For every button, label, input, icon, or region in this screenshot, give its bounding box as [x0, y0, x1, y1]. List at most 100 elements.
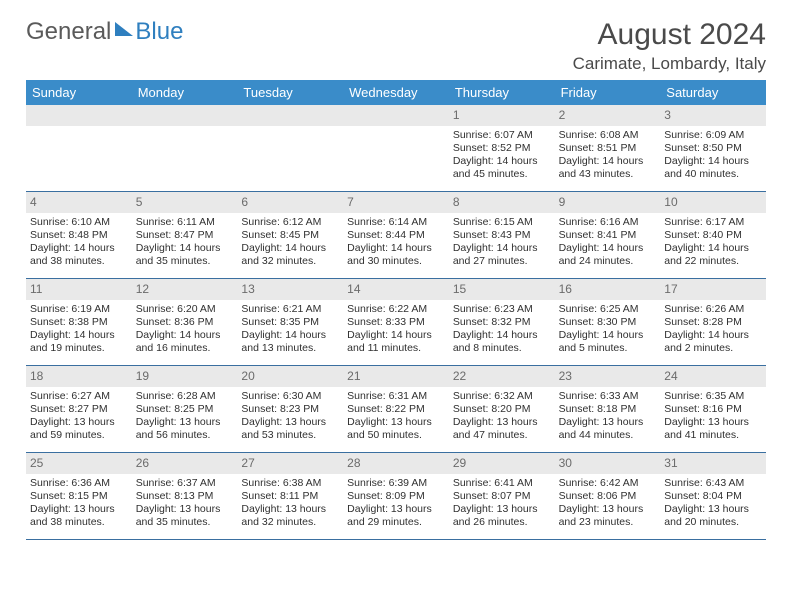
- daylight-text: Daylight: 13 hours and 29 minutes.: [347, 503, 445, 529]
- sunset-text: Sunset: 8:47 PM: [136, 229, 234, 242]
- week-row: 18Sunrise: 6:27 AMSunset: 8:27 PMDayligh…: [26, 366, 766, 453]
- sunset-text: Sunset: 8:45 PM: [241, 229, 339, 242]
- day-number: [343, 105, 449, 126]
- daylight-text: Daylight: 14 hours and 38 minutes.: [30, 242, 128, 268]
- sunset-text: Sunset: 8:48 PM: [30, 229, 128, 242]
- sunrise-text: Sunrise: 6:19 AM: [30, 303, 128, 316]
- sunset-text: Sunset: 8:04 PM: [664, 490, 762, 503]
- day-cell: 21Sunrise: 6:31 AMSunset: 8:22 PMDayligh…: [343, 366, 449, 452]
- daylight-text: Daylight: 14 hours and 8 minutes.: [453, 329, 551, 355]
- day-number: 16: [555, 279, 661, 300]
- day-cell: 20Sunrise: 6:30 AMSunset: 8:23 PMDayligh…: [237, 366, 343, 452]
- weekday-header: Saturday: [660, 80, 766, 105]
- day-cell: 7Sunrise: 6:14 AMSunset: 8:44 PMDaylight…: [343, 192, 449, 278]
- day-number: 30: [555, 453, 661, 474]
- day-number: 31: [660, 453, 766, 474]
- sunset-text: Sunset: 8:13 PM: [136, 490, 234, 503]
- day-cell: 17Sunrise: 6:26 AMSunset: 8:28 PMDayligh…: [660, 279, 766, 365]
- day-cell: 27Sunrise: 6:38 AMSunset: 8:11 PMDayligh…: [237, 453, 343, 539]
- sunrise-text: Sunrise: 6:25 AM: [559, 303, 657, 316]
- location-subtitle: Carimate, Lombardy, Italy: [573, 54, 766, 74]
- daylight-text: Daylight: 14 hours and 19 minutes.: [30, 329, 128, 355]
- daylight-text: Daylight: 13 hours and 47 minutes.: [453, 416, 551, 442]
- week-row: 1 Sunrise: 6:07 AMSunset: 8:52 PMDaylight…: [26, 105, 766, 192]
- day-number: 17: [660, 279, 766, 300]
- page-header: General Blue August 2024 Carimate, Lomba…: [26, 18, 766, 74]
- daylight-text: Daylight: 14 hours and 27 minutes.: [453, 242, 551, 268]
- day-cell: 13Sunrise: 6:21 AMSunset: 8:35 PMDayligh…: [237, 279, 343, 365]
- sunset-text: Sunset: 8:07 PM: [453, 490, 551, 503]
- sunrise-text: Sunrise: 6:15 AM: [453, 216, 551, 229]
- day-cell: [343, 105, 449, 191]
- day-number: 1: [449, 105, 555, 126]
- day-cell: 30Sunrise: 6:42 AMSunset: 8:06 PMDayligh…: [555, 453, 661, 539]
- day-cell: 4 Sunrise: 6:10 AMSunset: 8:48 PMDaylight…: [26, 192, 132, 278]
- sunset-text: Sunset: 8:15 PM: [30, 490, 128, 503]
- weekday-header-row: Sunday Monday Tuesday Wednesday Thursday…: [26, 80, 766, 105]
- daylight-text: Daylight: 14 hours and 30 minutes.: [347, 242, 445, 268]
- daylight-text: Daylight: 13 hours and 41 minutes.: [664, 416, 762, 442]
- day-number: 5: [132, 192, 238, 213]
- sunrise-text: Sunrise: 6:10 AM: [30, 216, 128, 229]
- day-number: 26: [132, 453, 238, 474]
- daylight-text: Daylight: 14 hours and 45 minutes.: [453, 155, 551, 181]
- weekday-header: Wednesday: [343, 80, 449, 105]
- day-cell: 22Sunrise: 6:32 AMSunset: 8:20 PMDayligh…: [449, 366, 555, 452]
- sunset-text: Sunset: 8:20 PM: [453, 403, 551, 416]
- day-number: 7: [343, 192, 449, 213]
- daylight-text: Daylight: 13 hours and 38 minutes.: [30, 503, 128, 529]
- sunset-text: Sunset: 8:50 PM: [664, 142, 762, 155]
- sunset-text: Sunset: 8:32 PM: [453, 316, 551, 329]
- day-cell: [132, 105, 238, 191]
- daylight-text: Daylight: 14 hours and 24 minutes.: [559, 242, 657, 268]
- daylight-text: Daylight: 13 hours and 53 minutes.: [241, 416, 339, 442]
- sunrise-text: Sunrise: 6:33 AM: [559, 390, 657, 403]
- sunset-text: Sunset: 8:06 PM: [559, 490, 657, 503]
- sunset-text: Sunset: 8:52 PM: [453, 142, 551, 155]
- day-number: 4: [26, 192, 132, 213]
- day-cell: 11Sunrise: 6:19 AMSunset: 8:38 PMDayligh…: [26, 279, 132, 365]
- sunrise-text: Sunrise: 6:32 AM: [453, 390, 551, 403]
- sunset-text: Sunset: 8:23 PM: [241, 403, 339, 416]
- sunrise-text: Sunrise: 6:17 AM: [664, 216, 762, 229]
- sunrise-text: Sunrise: 6:39 AM: [347, 477, 445, 490]
- sunrise-text: Sunrise: 6:26 AM: [664, 303, 762, 316]
- day-number: 6: [237, 192, 343, 213]
- daylight-text: Daylight: 13 hours and 35 minutes.: [136, 503, 234, 529]
- day-number: 10: [660, 192, 766, 213]
- day-cell: 2Sunrise: 6:08 AMSunset: 8:51 PMDaylight…: [555, 105, 661, 191]
- weekday-header: Sunday: [26, 80, 132, 105]
- day-cell: 25Sunrise: 6:36 AMSunset: 8:15 PMDayligh…: [26, 453, 132, 539]
- sunset-text: Sunset: 8:18 PM: [559, 403, 657, 416]
- sunset-text: Sunset: 8:30 PM: [559, 316, 657, 329]
- sunrise-text: Sunrise: 6:07 AM: [453, 129, 551, 142]
- day-number: 8: [449, 192, 555, 213]
- day-cell: 24Sunrise: 6:35 AMSunset: 8:16 PMDayligh…: [660, 366, 766, 452]
- sunrise-text: Sunrise: 6:43 AM: [664, 477, 762, 490]
- day-number: 2: [555, 105, 661, 126]
- day-cell: 15Sunrise: 6:23 AMSunset: 8:32 PMDayligh…: [449, 279, 555, 365]
- day-number: [26, 105, 132, 126]
- weekday-header: Thursday: [449, 80, 555, 105]
- day-number: 23: [555, 366, 661, 387]
- title-block: August 2024 Carimate, Lombardy, Italy: [573, 18, 766, 74]
- day-number: 28: [343, 453, 449, 474]
- daylight-text: Daylight: 14 hours and 32 minutes.: [241, 242, 339, 268]
- daylight-text: Daylight: 14 hours and 13 minutes.: [241, 329, 339, 355]
- calendar-grid: Sunday Monday Tuesday Wednesday Thursday…: [26, 80, 766, 540]
- daylight-text: Daylight: 14 hours and 22 minutes.: [664, 242, 762, 268]
- sunrise-text: Sunrise: 6:37 AM: [136, 477, 234, 490]
- day-number: 13: [237, 279, 343, 300]
- day-number: 14: [343, 279, 449, 300]
- sunrise-text: Sunrise: 6:21 AM: [241, 303, 339, 316]
- weeks-container: 1Sunrise: 6:07 AMSunset: 8:52 PMDaylight…: [26, 105, 766, 540]
- sunset-text: Sunset: 8:43 PM: [453, 229, 551, 242]
- day-cell: 26 Sunrise: 6:37 AMSunset: 8:13 PMDayligh…: [132, 453, 238, 539]
- sunset-text: Sunset: 8:41 PM: [559, 229, 657, 242]
- day-cell: 1 Sunrise: 6:07 AMSunset: 8:52 PMDaylight…: [449, 105, 555, 191]
- sunset-text: Sunset: 8:09 PM: [347, 490, 445, 503]
- day-cell: 12Sunrise: 6:20 AMSunset: 8:36 PMDayligh…: [132, 279, 238, 365]
- day-cell: 19Sunrise: 6:28 AMSunset: 8:25 PMDayligh…: [132, 366, 238, 452]
- daylight-text: Daylight: 13 hours and 20 minutes.: [664, 503, 762, 529]
- sunset-text: Sunset: 8:40 PM: [664, 229, 762, 242]
